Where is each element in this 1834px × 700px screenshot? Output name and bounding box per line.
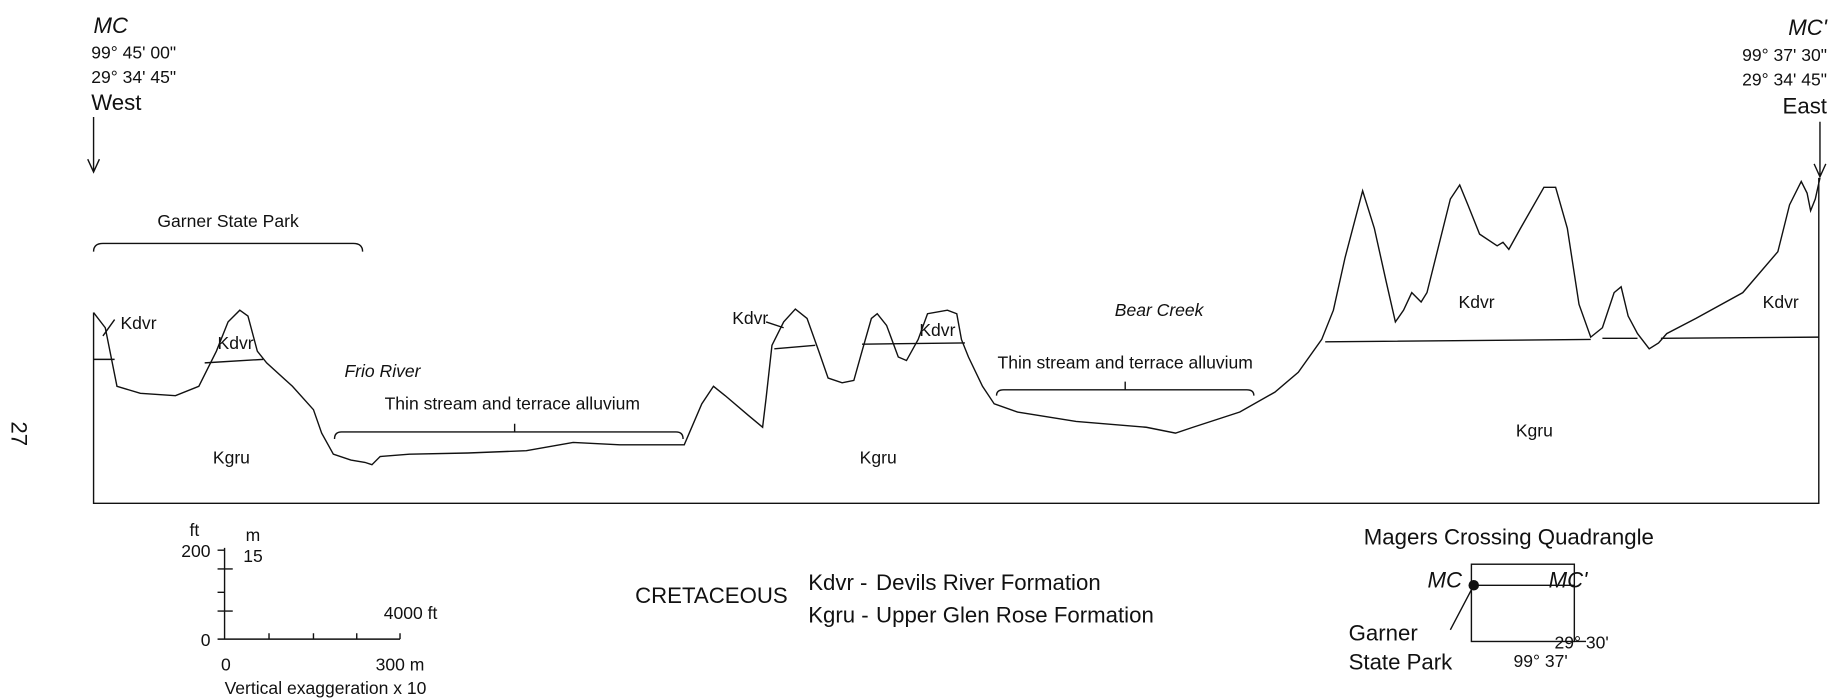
- west-arrow: [88, 117, 100, 172]
- alluvium-bracket: [997, 382, 1254, 396]
- alluvium-bracket: [335, 424, 684, 439]
- scale-tick: 0: [221, 655, 231, 675]
- inset-title: Magers Crossing Quadrangle: [1364, 524, 1654, 549]
- scale-unit: m: [246, 525, 261, 545]
- scale-length: 4000 ft: [384, 603, 438, 623]
- inset-lon: 99° 37': [1514, 651, 1568, 671]
- east-lat: 29° 34' 45": [1742, 69, 1827, 89]
- alluvium-label: Thin stream and terrace alluvium: [997, 353, 1252, 373]
- unit-label: Kdvr: [732, 308, 768, 328]
- label-leaders: [103, 320, 784, 336]
- west-lat: 29° 34' 45": [91, 67, 176, 87]
- scale-tick: 15: [243, 546, 263, 566]
- river-label: Frio River: [344, 361, 421, 381]
- section-frame: [94, 178, 1819, 503]
- inset-park-dot: [1468, 580, 1479, 591]
- west-lon: 99° 45' 00": [91, 43, 176, 63]
- formation-contact: [94, 337, 1819, 363]
- page: { "endpoints": { "west": {"label": "MC",…: [0, 0, 1834, 700]
- unit-label: Kdvr: [919, 320, 955, 340]
- legend-name: Upper Glen Rose Formation: [876, 603, 1154, 628]
- east-label: MC': [1788, 15, 1828, 40]
- page-number: 27: [7, 421, 32, 446]
- east-arrow: [1814, 122, 1826, 177]
- park-label: Garner State Park: [157, 211, 299, 231]
- unit-label: Kgru: [213, 448, 250, 468]
- legend-period: CRETACEOUS: [635, 583, 788, 608]
- inset-park: State Park: [1349, 650, 1454, 675]
- alluvium-label: Thin stream and terrace alluvium: [385, 394, 640, 414]
- inset-lat: 29° 30': [1554, 632, 1608, 652]
- scale-unit: ft: [189, 520, 199, 540]
- scale-tick: 200: [181, 541, 211, 561]
- legend-name: Devils River Formation: [876, 570, 1101, 595]
- east-direction: East: [1783, 94, 1828, 119]
- unit-label: Kdvr: [218, 333, 254, 353]
- unit-label: Kdvr: [1763, 292, 1799, 312]
- east-lon: 99° 37' 30": [1742, 45, 1827, 65]
- legend-code: Kdvr -: [808, 570, 867, 595]
- scale-tick: 0: [201, 630, 211, 650]
- river-label: Bear Creek: [1115, 300, 1205, 320]
- inset-west: MC: [1428, 568, 1463, 593]
- scale-note: Vertical exaggeration x 10: [225, 678, 427, 698]
- west-direction: West: [91, 90, 142, 115]
- west-label: MC: [94, 13, 129, 38]
- unit-label: Kgru: [1516, 421, 1553, 441]
- inset-east: MC': [1549, 568, 1589, 593]
- scale-tick: 300 m: [376, 655, 425, 675]
- inset-park: Garner: [1349, 620, 1419, 645]
- topographic-profile: [94, 178, 1820, 465]
- unit-label: Kgru: [860, 448, 897, 468]
- park-bracket: [94, 243, 363, 251]
- unit-label: Kdvr: [1459, 292, 1495, 312]
- unit-label: Kdvr: [120, 313, 156, 333]
- cross-section-figure: MC 99° 45' 00" 29° 34' 45" West MC' 99° …: [0, 0, 1834, 700]
- legend-code: Kgru -: [808, 603, 868, 628]
